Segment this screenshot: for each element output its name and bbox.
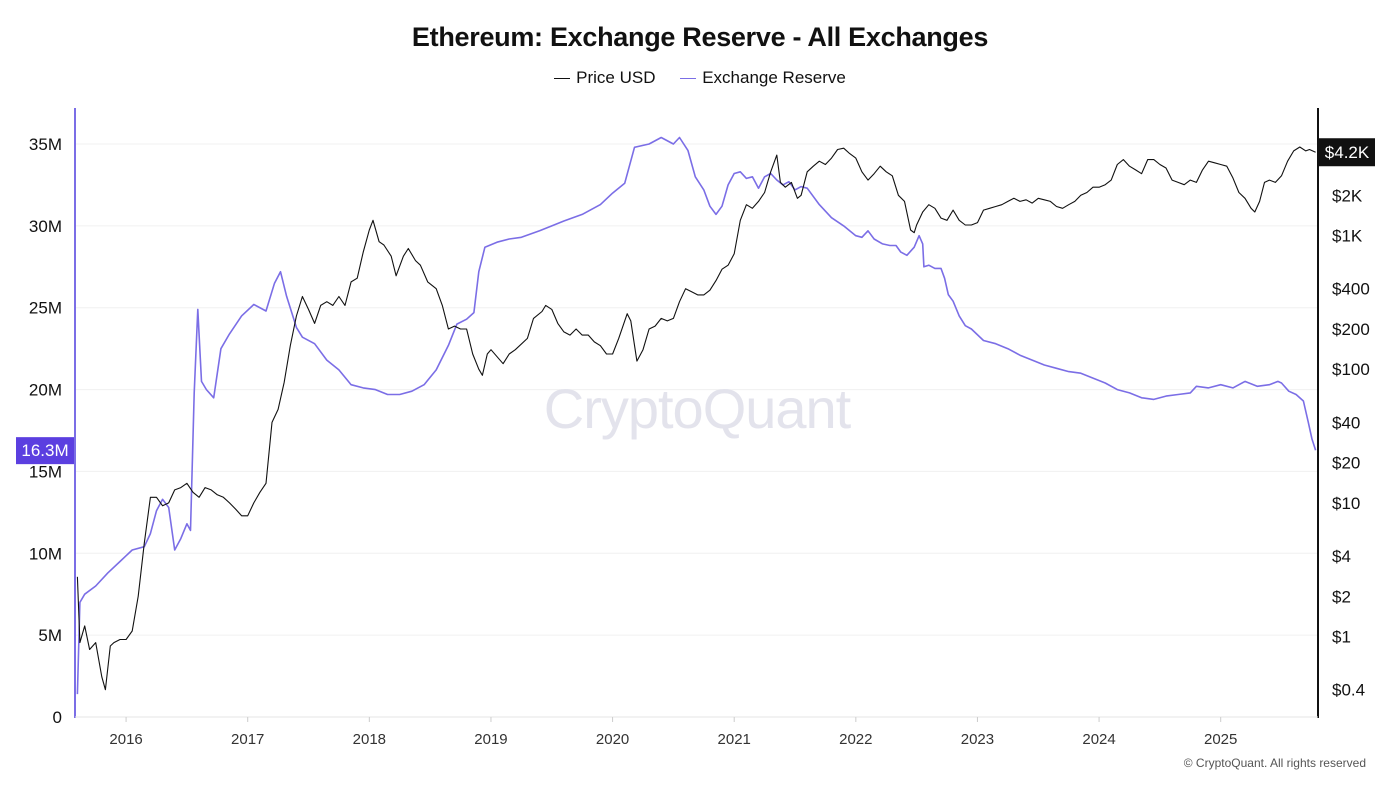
right-tick-label: $4: [1332, 547, 1351, 566]
right-tick-label: $20: [1332, 454, 1360, 473]
x-tick-label: 2025: [1204, 731, 1237, 748]
right-tick-label: $0.4: [1332, 681, 1365, 700]
x-tick-label: 2023: [961, 731, 994, 748]
x-tick-label: 2017: [231, 731, 264, 748]
left-tick-label: 30M: [29, 217, 62, 236]
left-tick-label: 25M: [29, 299, 62, 318]
series-exchange-reserve-line: [76, 136, 1317, 695]
right-tick-label: $100: [1332, 360, 1370, 379]
current-price-label: $4.2K: [1325, 143, 1370, 162]
right-tick-label: $1K: [1332, 227, 1363, 246]
right-axis-ticks: $0.4 $1 $2 $4 $10 $20 $40 $100 $200 $400 $1K $2K: [1332, 186, 1370, 699]
right-tick-label: $400: [1332, 280, 1370, 299]
current-reserve-label: 16.3M: [21, 441, 68, 460]
current-price-badge-bg: [1319, 138, 1375, 167]
left-tick-label: 15M: [29, 462, 62, 481]
chart-legend: Price USD Exchange Reserve: [0, 68, 1400, 88]
legend-swatch-price: [554, 78, 571, 80]
right-tick-label: $2: [1332, 587, 1351, 606]
current-reserve-badge-bg: [16, 437, 74, 465]
legend-item-price[interactable]: Price USD: [554, 68, 655, 88]
right-tick-label: $200: [1332, 320, 1370, 339]
left-tick-label: 20M: [29, 381, 62, 400]
legend-swatch-reserve: [680, 78, 697, 80]
x-tick-label: 2019: [474, 731, 507, 748]
series-price-usd-line: [76, 146, 1316, 691]
right-tick-label: $2K: [1332, 186, 1363, 205]
x-axis-ticks: 2016 2017 2018 2019 2020 2021 2022 2023 2024 2025: [109, 717, 1237, 748]
right-tick-label: $10: [1332, 494, 1360, 513]
chart-title: Ethereum: Exchange Reserve - All Exchang…: [411, 22, 989, 52]
watermark-text: CryptoQuant: [544, 377, 852, 440]
x-tick-label: 2016: [109, 731, 142, 748]
x-tick-label: 2024: [1082, 731, 1115, 748]
left-axis-ticks: 0 5M 10M 15M 20M 25M 30M 35M: [29, 135, 62, 727]
right-tick-label: $40: [1332, 413, 1360, 432]
legend-label-reserve: Exchange Reserve: [702, 68, 846, 87]
x-tick-label: 2018: [353, 731, 386, 748]
x-tick-label: 2022: [839, 731, 872, 748]
left-tick-label: 10M: [29, 544, 62, 563]
left-tick-label: 0: [53, 708, 62, 727]
legend-item-reserve[interactable]: Exchange Reserve: [680, 68, 846, 88]
right-tick-label: $1: [1332, 628, 1351, 647]
x-tick-label: 2021: [718, 731, 751, 748]
left-tick-label: 5M: [38, 626, 62, 645]
current-reserve-badge: 16.3M: [16, 437, 74, 465]
legend-label-price: Price USD: [576, 68, 656, 87]
current-price-badge: $4.2K: [1319, 138, 1375, 167]
copyright-footer: © CryptoQuant. All rights reserved: [1183, 756, 1366, 770]
left-tick-label: 35M: [29, 135, 62, 154]
x-tick-label: 2020: [596, 731, 629, 748]
